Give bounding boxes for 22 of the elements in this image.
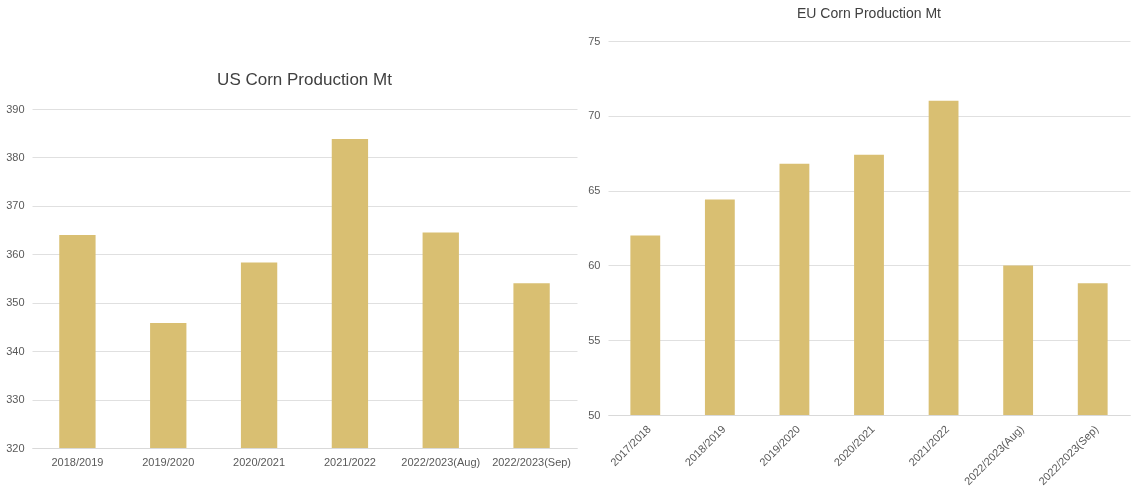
y-tick-label: 380 (6, 150, 25, 163)
y-tick-label: 75 (588, 34, 601, 47)
chart-title: EU Corn Production Mt (797, 5, 942, 21)
y-tick-label: 55 (588, 333, 601, 346)
x-tick-label: 2022/2023(Aug) (401, 455, 481, 468)
y-tick-label: 50 (588, 408, 601, 421)
x-tick-label: 2022/2023(Sep) (492, 455, 572, 468)
y-tick-label: 70 (588, 109, 601, 122)
chart-title: US Corn Production Mt (217, 70, 393, 89)
x-tick-label: 2020/2021 (233, 455, 286, 468)
y-tick-label: 340 (6, 344, 25, 357)
y-tick-label: 330 (6, 393, 25, 406)
x-tick-label: 2021/2022 (323, 455, 376, 468)
x-tick-label: 2018/2019 (51, 455, 104, 468)
y-tick-label: 360 (6, 247, 25, 260)
y-tick-label: 60 (588, 258, 601, 271)
y-tick-label: 350 (6, 296, 25, 309)
y-tick-label: 320 (6, 441, 25, 454)
y-tick-label: 370 (6, 199, 25, 212)
y-tick-label: 65 (588, 184, 601, 197)
y-tick-label: 390 (6, 102, 25, 115)
x-tick-label: 2019/2020 (142, 455, 195, 468)
